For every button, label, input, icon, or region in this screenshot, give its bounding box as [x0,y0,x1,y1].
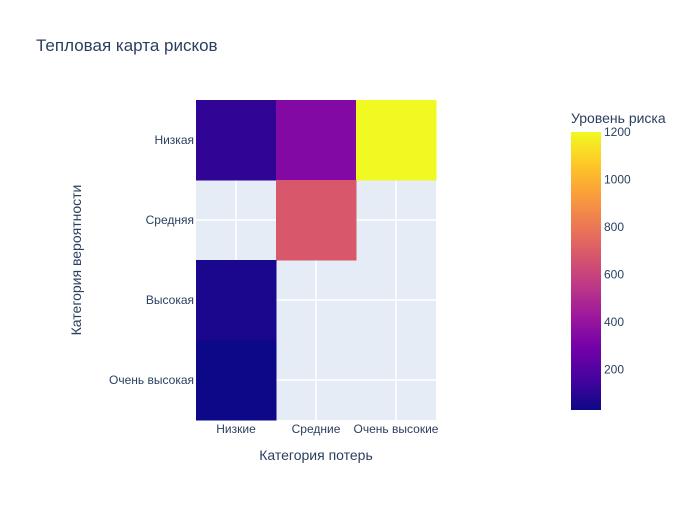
heatmap-cell [196,100,277,181]
y-tick-label: Очень высокая [109,373,194,387]
colorbar-tick-label: 800 [604,220,624,234]
y-tick-label: Средняя [146,213,194,227]
colorbar-tick-label: 600 [604,268,624,282]
heatmap-cell [276,180,357,261]
colorbar: Уровень риска 200 400 600 800 1000 1200 [571,110,666,410]
colorbar-ticks: 200 400 600 800 1000 1200 [604,125,631,377]
x-tick-labels: Низкие Средние Очень высокие [216,422,439,436]
heatmap-cell [196,260,277,341]
x-tick-label: Очень высокие [354,422,439,436]
heatmap-cell [276,100,357,181]
colorbar-tick-label: 1200 [604,125,631,139]
heatmap-cell [356,100,437,181]
colorbar-gradient [571,132,601,410]
x-tick-label: Низкие [216,422,256,436]
y-tick-label: Высокая [146,293,194,307]
heatmap-cell [196,340,277,421]
chart-title: Тепловая карта рисков [36,36,218,55]
colorbar-title: Уровень риска [571,110,666,126]
y-axis-title: Категория вероятности [68,185,84,336]
y-tick-label: Низкая [154,133,194,147]
heatmap-cells [196,100,437,421]
colorbar-tick-label: 400 [604,315,624,329]
colorbar-tick-label: 1000 [604,173,631,187]
x-tick-label: Средние [292,422,341,436]
y-tick-labels: Низкая Средняя Высокая Очень высокая [109,133,194,387]
x-axis-title: Категория потерь [259,447,373,463]
colorbar-tick-label: 200 [604,363,624,377]
